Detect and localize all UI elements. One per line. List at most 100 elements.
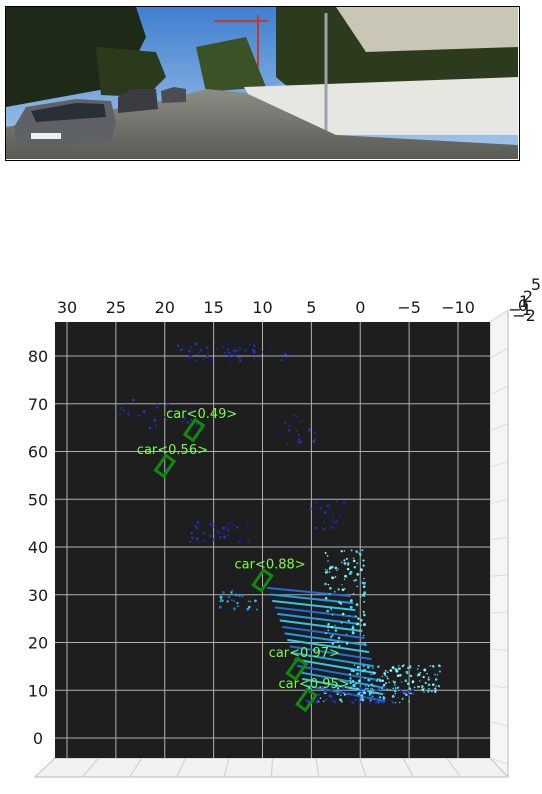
point-cloud-point xyxy=(239,348,242,350)
x-tick-label: 0 xyxy=(355,298,365,317)
point-cloud-point xyxy=(339,690,343,694)
point-cloud-point xyxy=(355,682,357,685)
point-cloud-point xyxy=(411,680,415,683)
point-cloud-point xyxy=(341,688,343,691)
point-cloud-point xyxy=(388,681,390,684)
point-cloud-point xyxy=(370,694,373,698)
point-cloud-point xyxy=(222,526,226,530)
point-cloud-point xyxy=(332,515,334,517)
point-cloud-point xyxy=(236,526,239,529)
point-cloud-point xyxy=(360,687,364,691)
point-cloud-point xyxy=(232,607,236,611)
point-cloud-point xyxy=(340,561,343,564)
point-cloud-point xyxy=(148,426,152,429)
point-cloud-point xyxy=(188,411,191,414)
point-cloud-point xyxy=(286,443,289,445)
point-cloud-point xyxy=(422,675,425,679)
point-cloud-point xyxy=(313,527,316,530)
point-cloud-point xyxy=(278,431,282,434)
point-cloud-point xyxy=(190,532,194,535)
point-cloud-point xyxy=(330,635,333,638)
point-cloud-point xyxy=(328,694,332,698)
point-cloud-point xyxy=(370,688,372,690)
point-cloud-point xyxy=(189,540,192,543)
floor-grid-line xyxy=(489,757,509,778)
point-cloud-point xyxy=(241,595,244,598)
point-cloud-point xyxy=(142,410,146,414)
detection-label: car<0.88> xyxy=(235,557,306,572)
point-cloud-point xyxy=(334,629,338,632)
point-cloud-point xyxy=(406,691,409,694)
point-cloud xyxy=(118,342,441,705)
scan-ring xyxy=(284,632,368,646)
point-cloud-point xyxy=(356,585,358,588)
point-cloud-point xyxy=(343,504,345,507)
point-cloud-point xyxy=(309,507,312,511)
point-cloud-point xyxy=(376,688,380,691)
side-grid-line xyxy=(489,536,509,541)
point-cloud-point xyxy=(340,700,343,703)
point-cloud-point xyxy=(244,350,246,352)
point-cloud-point xyxy=(340,550,343,553)
point-cloud-point xyxy=(227,534,229,536)
point-cloud-point xyxy=(227,595,231,599)
point-cloud-point xyxy=(329,607,332,610)
point-cloud-point xyxy=(392,680,394,682)
side-grid-line xyxy=(489,460,509,468)
point-cloud-point xyxy=(325,698,328,701)
point-cloud-point xyxy=(226,528,230,532)
point-cloud-point xyxy=(132,398,135,402)
detection-label: car<0.56> xyxy=(137,443,208,458)
point-cloud-point xyxy=(329,586,332,590)
point-cloud-point xyxy=(295,430,298,433)
point-cloud-point xyxy=(341,685,345,689)
point-cloud-point xyxy=(310,686,313,689)
point-cloud-point xyxy=(357,679,361,683)
point-cloud-point xyxy=(427,678,430,681)
point-cloud-point xyxy=(319,693,321,695)
detection-box xyxy=(295,687,318,713)
detection-label: car<0.95> xyxy=(279,677,350,692)
point-cloud-point xyxy=(352,669,355,673)
point-cloud-point xyxy=(233,600,235,602)
point-cloud-point xyxy=(438,664,440,667)
point-cloud-point xyxy=(359,595,362,598)
point-cloud-point xyxy=(185,421,188,424)
point-cloud-point xyxy=(312,432,314,434)
point-cloud-point xyxy=(120,406,122,409)
x-tick-label: −10 xyxy=(441,298,475,317)
point-cloud-point xyxy=(426,690,430,693)
point-cloud-point xyxy=(354,699,356,702)
y-tick-label: 60 xyxy=(28,443,48,462)
point-cloud-point xyxy=(434,678,438,681)
point-cloud-point xyxy=(343,559,346,562)
point-cloud-point xyxy=(412,692,415,696)
point-cloud-point xyxy=(423,687,425,689)
point-cloud-point xyxy=(190,419,193,422)
point-cloud-point xyxy=(363,668,366,672)
point-cloud-point xyxy=(352,631,354,633)
point-cloud-point xyxy=(364,695,367,698)
point-cloud-point xyxy=(293,414,295,417)
point-cloud-point xyxy=(341,612,345,616)
point-cloud-point xyxy=(324,596,328,600)
floor-grid-line xyxy=(223,757,230,778)
side-grid-line xyxy=(489,347,509,359)
point-cloud-point xyxy=(321,685,325,689)
point-cloud-point xyxy=(349,605,353,609)
point-cloud-point xyxy=(237,349,240,352)
point-cloud-point xyxy=(233,354,237,358)
point-cloud-point xyxy=(313,506,316,509)
point-cloud-point xyxy=(330,689,333,692)
point-cloud-point xyxy=(300,421,302,423)
point-cloud-point xyxy=(391,695,395,698)
floor-grid-line xyxy=(34,757,56,778)
point-cloud-point xyxy=(254,599,257,603)
point-cloud-point xyxy=(252,348,255,352)
point-cloud-point xyxy=(435,689,438,692)
point-cloud-point xyxy=(207,348,209,351)
point-cloud-point xyxy=(247,540,250,543)
point-cloud-point xyxy=(184,417,187,420)
point-cloud-point xyxy=(359,692,362,695)
point-cloud-point xyxy=(432,683,435,686)
